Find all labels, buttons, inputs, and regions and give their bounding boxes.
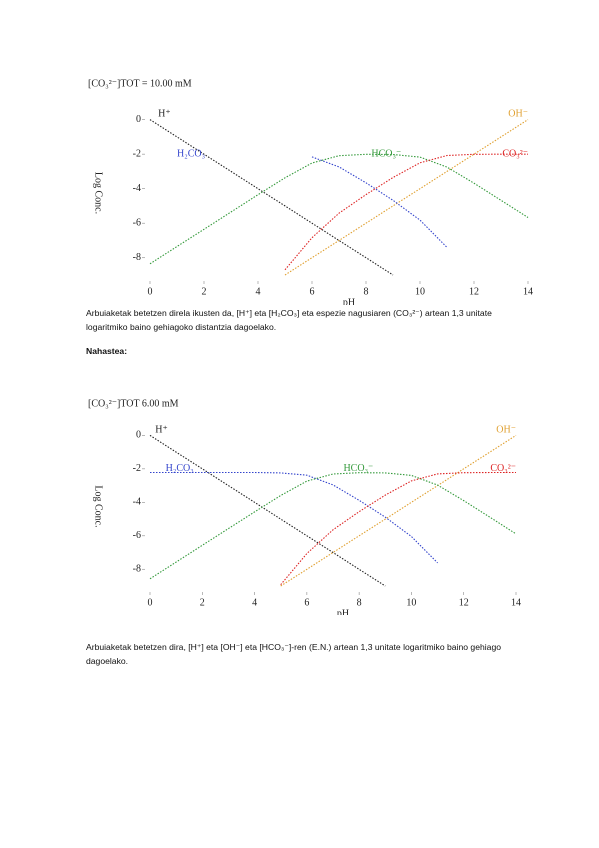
x-tick-label: 2 — [200, 597, 205, 608]
series-label: HCO₃⁻ — [371, 148, 401, 159]
series-line — [149, 434, 386, 587]
y-tick-label: 0 — [136, 114, 141, 125]
y-tick-label: -2 — [133, 463, 141, 474]
y-axis-label: Log Conc. — [93, 485, 104, 527]
x-tick-label: 10 — [415, 286, 425, 297]
series-line — [149, 472, 517, 580]
paragraph: Arbuiaketak betetzen dira, [H⁺] eta [OH⁻… — [86, 642, 502, 666]
y-axis-label: Log Conc. — [93, 172, 104, 214]
y-tick-label: -8 — [133, 564, 141, 575]
series-line — [150, 471, 438, 564]
y-tick-label: -8 — [133, 252, 141, 263]
x-tick-label: 6 — [304, 597, 309, 608]
series-label: OH⁻ — [508, 109, 528, 120]
x-tick-label: 10 — [406, 597, 416, 608]
series-label: CO₃²⁻ — [490, 463, 516, 474]
y-tick-label: -4 — [133, 497, 141, 508]
series-line — [284, 119, 529, 276]
y-tick-label: -2 — [133, 148, 141, 159]
series-label: H⁺ — [155, 425, 168, 436]
x-tick-label: 14 — [523, 286, 533, 297]
y-tick-label: -6 — [133, 218, 141, 229]
series-label: H⁺ — [158, 109, 171, 120]
y-tick-label: 0 — [136, 430, 141, 441]
x-tick-label: 2 — [202, 286, 207, 297]
chart: [CO₃²⁻]TOT = 10.00 mM 0 2 4 6 8 10 12 14 0 -2 -4 -6 -… — [88, 78, 533, 305]
paragraph: Arbuiaketak betetzen direla ikusten da, … — [86, 308, 492, 332]
x-axis-label: pH — [337, 608, 349, 615]
chart-title: [CO₃²⁻]TOT = 10.00 mM — [88, 78, 192, 89]
x-tick-label: 6 — [310, 286, 315, 297]
x-axis-label: pH — [343, 297, 355, 305]
series-line — [311, 156, 448, 248]
x-tick-label: 8 — [364, 286, 369, 297]
x-tick-label: 12 — [469, 286, 479, 297]
x-tick-label: 0 — [148, 597, 153, 608]
x-tick-label: 0 — [148, 286, 153, 297]
heading: Nahastea: — [86, 346, 128, 356]
series-label: OH⁻ — [496, 425, 516, 436]
x-tick-label: 8 — [357, 597, 362, 608]
chart-title: [CO₃²⁻]TOT 6.00 mM — [88, 398, 179, 409]
x-tick-label: 4 — [252, 597, 257, 608]
x-tick-label: 4 — [256, 286, 261, 297]
y-tick-label: -4 — [133, 183, 141, 194]
series-line — [280, 471, 516, 586]
series-label: CO₃²⁻ — [502, 148, 528, 159]
series-line — [284, 153, 528, 271]
x-tick-label: 12 — [459, 597, 469, 608]
y-tick-label: -6 — [133, 530, 141, 541]
x-tick-label: 14 — [511, 597, 521, 608]
series-label: H₂CO₃ — [177, 148, 205, 159]
series-line — [280, 434, 517, 587]
series-line — [149, 153, 529, 265]
chart: [CO₃²⁻]TOT 6.00 mM 0 2 4 6 8 10 12 14 0 -2 -4 -6 -8 pH… — [88, 398, 521, 615]
series-line — [149, 119, 394, 276]
series-label: H₂CO₃ — [166, 463, 194, 474]
series-label: HCO₃⁻ — [343, 463, 373, 474]
